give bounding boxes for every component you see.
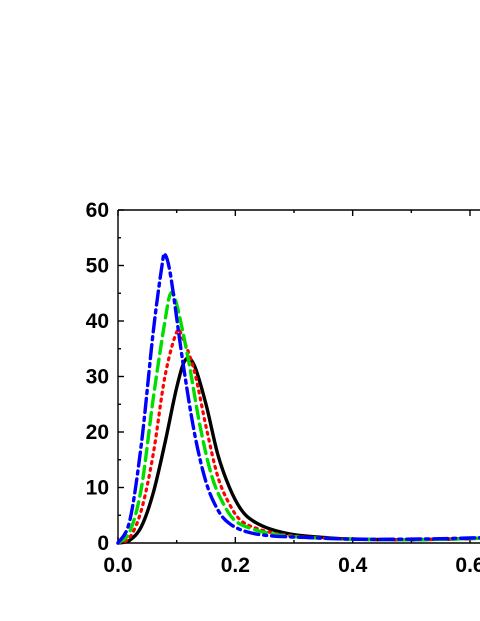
y-tick-label: 30	[86, 366, 109, 389]
x-tick-label: 0.6	[455, 554, 480, 577]
series-line-3	[116, 290, 480, 545]
y-tick-label: 0	[97, 532, 109, 555]
y-tick-label: 10	[86, 477, 109, 500]
series-line-2	[116, 327, 480, 545]
y-tick-label: 50	[86, 255, 109, 278]
series-lines	[116, 251, 480, 545]
y-tick-label: 20	[86, 421, 109, 444]
x-tick-label: 0.2	[221, 554, 250, 577]
y-axis-ticks: 0 10 20 30 40 50 60	[86, 199, 124, 555]
x-tick-label: 0.0	[103, 554, 132, 577]
y-tick-label: 40	[86, 310, 109, 333]
plot-frame	[117, 209, 480, 544]
series-line-1	[116, 356, 480, 545]
y-tick-label: 60	[86, 199, 109, 222]
x-tick-label: 0.4	[338, 554, 368, 577]
x-axis-ticks: 0.0 0.2 0.4 0.6	[103, 210, 480, 577]
series-line-4	[116, 251, 480, 545]
